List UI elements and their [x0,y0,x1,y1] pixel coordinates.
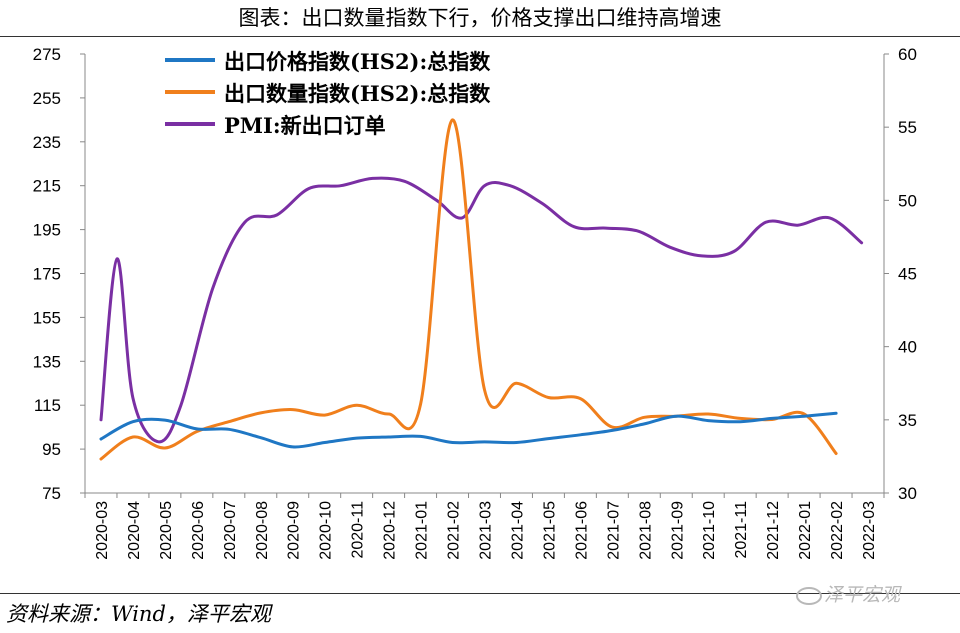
right-tick-label: 40 [898,338,917,357]
right-tick-label: 35 [898,411,917,430]
x-tick-label: 2021-04 [509,501,526,560]
x-tick-label: 2020-06 [190,501,207,560]
right-tick-label: 50 [898,191,917,210]
x-tick-label: 2020-04 [126,501,143,560]
watermark-text: 泽平宏观 [824,584,901,606]
legend-label-2: PMI:新出口订单 [224,113,386,138]
x-tick-label: 2021-02 [446,501,463,560]
x-tick-label: 2020-11 [350,501,367,559]
x-tick-label: 2020-12 [382,501,399,560]
left-tick-label: 175 [33,265,61,284]
x-tick-label: 2021-07 [605,501,622,560]
right-tick-label: 45 [898,265,917,284]
left-tick-label: 275 [33,45,61,64]
legend-label-0: 出口价格指数(HS2):总指数 [224,49,491,74]
x-tick-label: 2020-09 [286,501,303,560]
x-tick-label: 2021-12 [765,501,782,560]
x-tick-label: 2022-01 [797,501,814,560]
left-tick-label: 255 [33,89,61,108]
x-tick-label: 2020-07 [222,501,239,560]
chart-title: 图表：出口数量指数下行，价格支撑出口维持高增速 [238,6,722,30]
x-tick-label: 2020-08 [254,501,271,560]
x-tick-label: 2020-05 [158,501,175,560]
legend-label-1: 出口数量指数(HS2):总指数 [224,81,491,106]
series-line-0 [99,411,838,449]
x-tick-label: 2021-05 [541,501,558,560]
x-tick-label: 2021-01 [414,501,431,560]
x-tick-label: 2021-06 [573,501,590,560]
x-tick-label: 2021-10 [701,501,718,560]
right-tick-label: 60 [898,45,917,64]
x-tick-label: 2021-03 [478,501,495,560]
x-tick-label: 2022-02 [829,501,846,560]
x-tick-label: 2020-10 [318,501,335,560]
x-tick-label: 2021-09 [669,501,686,560]
left-tick-label: 115 [34,396,61,415]
source-note: 资料来源：Wind，泽平宏观 [6,602,271,626]
x-tick-label: 2021-08 [637,501,654,560]
right-tick-label: 55 [898,118,917,137]
left-tick-label: 135 [33,352,61,371]
left-tick-label: 155 [33,308,61,327]
left-tick-label: 235 [33,133,61,152]
x-tick-label: 2022-03 [861,501,878,560]
right-tick-label: 30 [898,484,917,503]
left-tick-label: 95 [42,440,61,459]
series-line-2 [99,176,864,444]
left-tick-label: 215 [33,177,61,196]
left-tick-label: 195 [33,221,61,240]
chart-series [99,118,864,461]
chart-axes: 75 95 115 135 155 175 195 215 235 255 275 30 35 40 45 5… [33,45,917,560]
series-line-1 [99,118,838,461]
chart-frame [0,36,960,594]
watermark: 泽平宏观 [796,580,900,607]
x-tick-label: 2020-03 [94,501,111,560]
x-tick-label: 2021-11 [733,501,750,559]
left-tick-label: 75 [42,484,61,503]
wechat-icon [796,586,822,605]
